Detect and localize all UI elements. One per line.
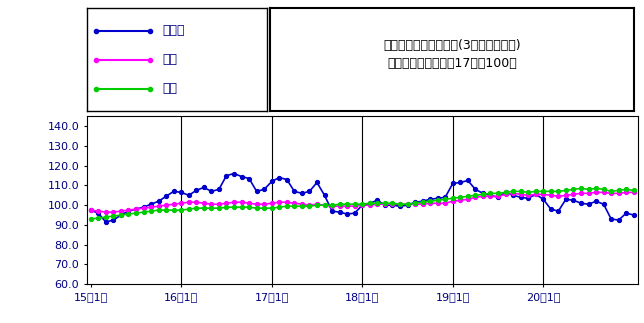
Text: 中国: 中国 (163, 53, 178, 66)
Text: 鳥取県: 鳥取県 (163, 24, 185, 37)
Text: 全国: 全国 (163, 82, 178, 95)
Text: 鉱工業生産指数の推移(3ヶ月移動平均)
（季節調整済、平成17年＝100）: 鉱工業生産指数の推移(3ヶ月移動平均) （季節調整済、平成17年＝100） (384, 39, 521, 70)
